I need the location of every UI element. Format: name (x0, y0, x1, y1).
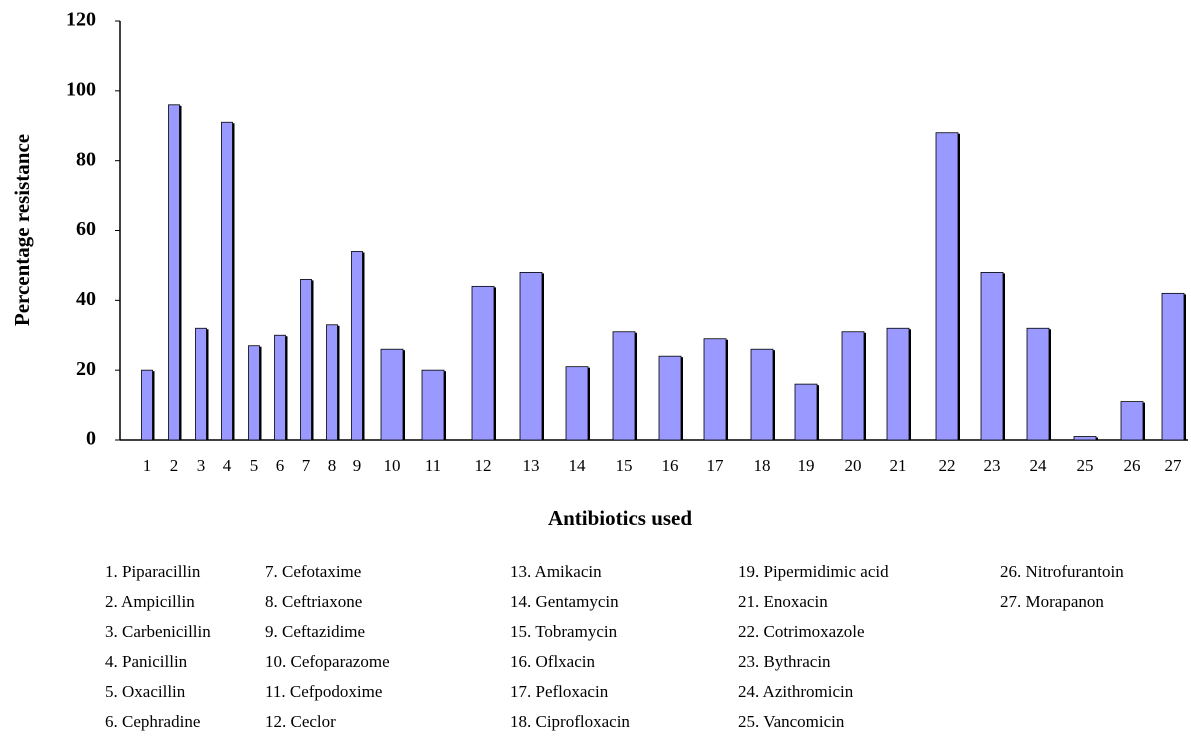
bar (141, 369, 153, 441)
bar (300, 278, 312, 441)
x-tick-label: 20 (845, 456, 862, 475)
legend-note: 26. Nitrofurantoin (1000, 562, 1124, 581)
legend-note: 12. Ceclor (265, 712, 336, 731)
y-tick-label: 20 (76, 358, 96, 380)
bar (750, 348, 774, 441)
legend-note: 11. Cefpodoxime (265, 682, 382, 701)
x-tick-label: 2 (170, 456, 179, 475)
bar (519, 271, 543, 441)
legend-note: 23. Bythracin (738, 652, 831, 671)
bar (421, 369, 445, 441)
bar (703, 338, 727, 441)
y-axis-title: Percentage resistance (10, 134, 34, 326)
legend-note: 4. Panicillin (105, 652, 188, 671)
x-tick-label: 6 (276, 456, 285, 475)
bar (658, 355, 682, 441)
y-tick-label: 120 (66, 9, 96, 31)
x-tick-label: 19 (798, 456, 815, 475)
legend-note: 1. Piparacillin (105, 562, 201, 581)
y-tick-label: 80 (76, 148, 96, 170)
x-axis-title: Antibiotics used (548, 506, 692, 530)
bar (1026, 327, 1050, 441)
x-tick-label: 10 (384, 456, 401, 475)
x-tick-label: 18 (754, 456, 771, 475)
x-tick-label: 11 (425, 456, 441, 475)
x-tick-label: 13 (523, 456, 540, 475)
bar (274, 334, 286, 441)
x-tick-label: 7 (302, 456, 311, 475)
x-tick-label: 12 (475, 456, 492, 475)
bar (1161, 292, 1185, 441)
bar (612, 331, 636, 441)
bar (794, 383, 818, 441)
legend-note: 27. Morapanon (1000, 592, 1104, 611)
bar (1073, 436, 1097, 441)
x-tick-label: 22 (939, 456, 956, 475)
x-tick-label: 25 (1077, 456, 1094, 475)
bar (248, 345, 260, 441)
x-tick-label: 14 (569, 456, 587, 475)
x-tick-label: 24 (1030, 456, 1048, 475)
legend-note: 5. Oxacillin (105, 682, 186, 701)
bar (565, 366, 589, 441)
x-tick-label: 15 (616, 456, 633, 475)
bar (380, 348, 404, 441)
y-tick-label: 0 (86, 428, 96, 450)
bar (1120, 401, 1144, 441)
legend-note: 6. Cephradine (105, 712, 200, 731)
x-tick-label: 21 (890, 456, 907, 475)
legend-note: 19. Pipermidimic acid (738, 562, 889, 581)
x-tick-label: 8 (328, 456, 337, 475)
bar (221, 121, 233, 441)
legend-note: 16. Oflxacin (510, 652, 595, 671)
legend-note: 8. Ceftriaxone (265, 592, 362, 611)
legend-note: 18. Ciprofloxacin (510, 712, 630, 731)
x-tick-label: 1 (143, 456, 152, 475)
bar (935, 132, 959, 441)
bar (471, 285, 495, 441)
legend-note: 25. Vancomicin (738, 712, 845, 731)
x-tick-label: 5 (250, 456, 259, 475)
x-tick-label: 4 (223, 456, 232, 475)
bar (168, 104, 180, 441)
x-tick-label: 17 (707, 456, 725, 475)
bar (841, 331, 865, 441)
y-tick-label: 100 (66, 78, 96, 100)
x-tick-label: 26 (1124, 456, 1141, 475)
x-tick-label: 3 (197, 456, 206, 475)
y-tick-label: 40 (76, 288, 96, 310)
y-tick-label: 60 (76, 218, 96, 240)
bar (351, 251, 363, 441)
legend-note: 15. Tobramycin (510, 622, 618, 641)
legend-note: 17. Pefloxacin (510, 682, 609, 701)
bar (980, 271, 1004, 441)
x-tick-label: 16 (662, 456, 679, 475)
bar (195, 327, 207, 441)
legend-note: 13. Amikacin (510, 562, 602, 581)
legend-note: 2. Ampicillin (105, 592, 195, 611)
legend-note: 21. Enoxacin (738, 592, 828, 611)
bar (886, 327, 910, 441)
x-tick-label: 27 (1165, 456, 1183, 475)
bar (326, 324, 338, 441)
legend-note: 24. Azithromicin (738, 682, 854, 701)
x-tick-label: 9 (353, 456, 362, 475)
legend-note: 7. Cefotaxime (265, 562, 361, 581)
legend-note: 9. Ceftazidime (265, 622, 365, 641)
legend-note: 14. Gentamycin (510, 592, 619, 611)
x-tick-label: 23 (984, 456, 1001, 475)
legend-note: 3. Carbenicillin (105, 622, 211, 641)
legend-note: 22. Cotrimoxazole (738, 622, 865, 641)
legend-note: 10. Cefoparazome (265, 652, 390, 671)
